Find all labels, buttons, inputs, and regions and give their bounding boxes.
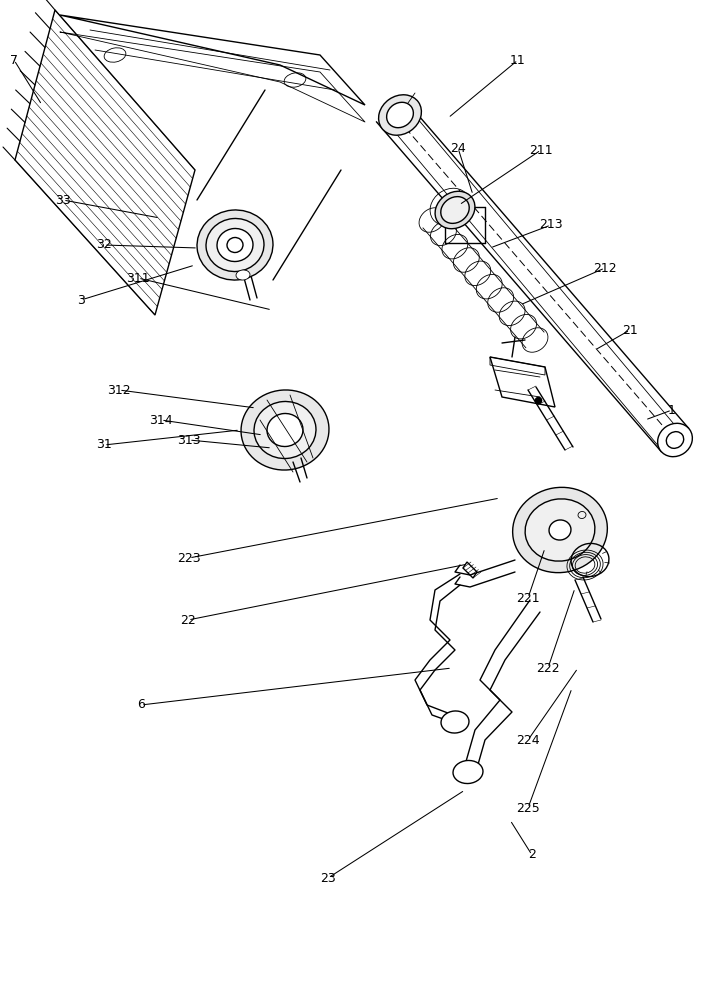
Text: 313: 313 (177, 434, 201, 446)
Text: 223: 223 (177, 552, 201, 564)
Text: 225: 225 (516, 802, 540, 814)
Ellipse shape (513, 487, 607, 573)
Text: 6: 6 (137, 698, 145, 712)
Text: 22: 22 (180, 613, 196, 626)
Ellipse shape (666, 432, 684, 448)
Ellipse shape (441, 711, 469, 733)
Text: 212: 212 (593, 261, 617, 274)
Ellipse shape (267, 413, 303, 447)
Ellipse shape (206, 218, 264, 272)
Text: 213: 213 (539, 219, 563, 232)
Ellipse shape (379, 95, 422, 135)
Text: 1: 1 (668, 403, 676, 416)
Ellipse shape (658, 423, 692, 457)
Ellipse shape (227, 237, 243, 253)
Ellipse shape (549, 520, 571, 540)
Ellipse shape (525, 499, 595, 561)
Ellipse shape (453, 760, 483, 784)
Ellipse shape (217, 228, 253, 262)
Text: 211: 211 (529, 143, 553, 156)
Text: 224: 224 (516, 734, 540, 746)
Text: 314: 314 (149, 414, 173, 426)
Ellipse shape (386, 102, 413, 128)
Ellipse shape (236, 270, 250, 280)
Text: 3: 3 (77, 294, 85, 306)
Ellipse shape (441, 197, 470, 223)
Ellipse shape (241, 390, 329, 470)
Text: 312: 312 (107, 383, 131, 396)
Text: 311: 311 (126, 271, 150, 284)
Text: 2: 2 (528, 848, 536, 861)
Text: 23: 23 (320, 871, 336, 884)
Ellipse shape (435, 191, 475, 229)
Text: 221: 221 (516, 591, 540, 604)
Text: 222: 222 (537, 662, 560, 674)
Text: 24: 24 (450, 141, 466, 154)
Ellipse shape (197, 210, 273, 280)
Text: 32: 32 (96, 238, 112, 251)
Text: 7: 7 (10, 53, 18, 66)
Text: 21: 21 (622, 324, 638, 336)
Text: 33: 33 (55, 194, 71, 207)
Text: 31: 31 (96, 438, 112, 452)
Text: 11: 11 (510, 53, 526, 66)
Ellipse shape (254, 401, 316, 459)
